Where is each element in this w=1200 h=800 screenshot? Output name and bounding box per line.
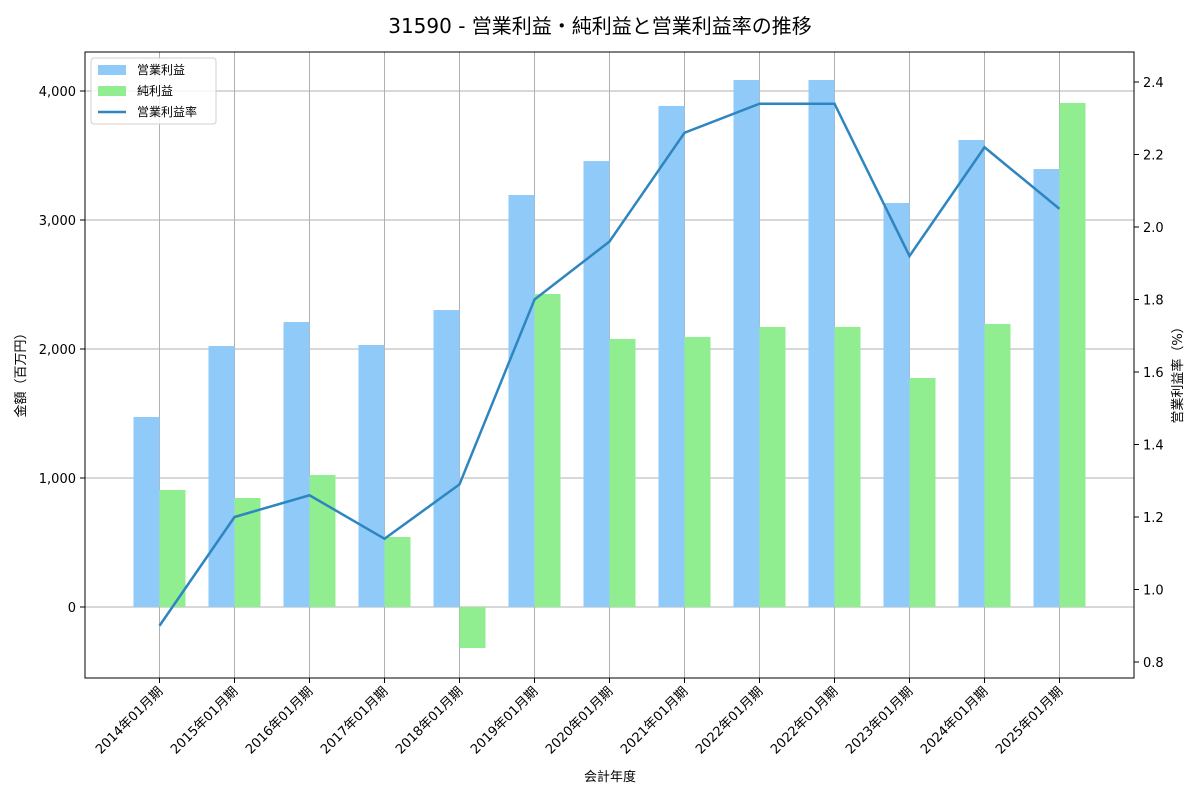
bar-operating-profit bbox=[133, 416, 160, 607]
bar-operating-profit bbox=[883, 202, 910, 608]
bar-net-profit bbox=[759, 326, 786, 607]
bar-operating-profit bbox=[658, 105, 685, 608]
x-tick-label: 2016年01月期 bbox=[243, 684, 316, 757]
x-tick-label: 2020年01月期 bbox=[543, 684, 616, 757]
bar-net-profit bbox=[459, 607, 486, 649]
bar-operating-profit bbox=[283, 322, 310, 607]
y-tick-label-left: 0 bbox=[68, 601, 76, 616]
x-axis-label: 会計年度 bbox=[584, 769, 636, 785]
y-tick-label-left: 4,000 bbox=[39, 85, 76, 100]
y-tick-label-left: 2,000 bbox=[39, 343, 76, 358]
bar-net-profit bbox=[309, 475, 336, 607]
x-tick-label: 2015年01月期 bbox=[168, 684, 241, 757]
bar-operating-profit bbox=[733, 80, 760, 607]
bar-operating-profit bbox=[208, 346, 235, 607]
bar-net-profit bbox=[384, 536, 411, 607]
y-tick-label-right: 1.4 bbox=[1143, 439, 1164, 454]
y-tick-label-right: 2.4 bbox=[1143, 76, 1164, 91]
legend-item-net-profit-swatch bbox=[98, 86, 126, 96]
x-tick-label: 2017年01月期 bbox=[318, 684, 391, 757]
y-tick-label-left: 1,000 bbox=[39, 472, 76, 487]
bar-net-profit bbox=[984, 323, 1011, 607]
x-tick-label: 2019年01月期 bbox=[468, 684, 541, 757]
legend-item-operating-margin-label: 営業利益率 bbox=[137, 104, 197, 119]
y-tick-label-right: 1.0 bbox=[1143, 584, 1164, 599]
y-tick-label-left: 3,000 bbox=[39, 214, 76, 229]
y-tick-label-right: 1.6 bbox=[1143, 366, 1164, 381]
x-tick-label: 2024年01月期 bbox=[918, 684, 991, 757]
x-tick-label: 2014年01月期 bbox=[93, 684, 166, 757]
y-tick-label-right: 1.2 bbox=[1143, 511, 1164, 526]
x-tick-label: 2021年01月期 bbox=[618, 684, 691, 757]
bar-net-profit bbox=[159, 489, 186, 607]
legend-item-net-profit-label: 純利益 bbox=[137, 84, 173, 98]
line-operating-margin bbox=[158, 102, 1061, 627]
y-axis-label-right: 営業利益率（%） bbox=[1170, 320, 1186, 423]
x-tick-label: 2023年01月期 bbox=[843, 684, 916, 757]
bar-net-profit bbox=[1059, 102, 1086, 607]
legend-item-operating-profit-swatch bbox=[98, 65, 126, 75]
bar-operating-profit bbox=[958, 140, 985, 607]
x-tick-label: 2018年01月期 bbox=[393, 684, 466, 757]
bar-operating-profit bbox=[508, 194, 535, 607]
x-tick-label: 2022年01月期 bbox=[768, 684, 841, 757]
y-tick-label-right: 2.2 bbox=[1143, 149, 1164, 164]
y-axis-label-left: 金額（百万円） bbox=[13, 326, 29, 417]
bar-net-profit bbox=[909, 378, 936, 607]
y-tick-label-right: 0.8 bbox=[1143, 656, 1164, 671]
bar-net-profit bbox=[609, 338, 636, 607]
bar-operating-profit bbox=[433, 310, 460, 607]
bar-operating-profit bbox=[808, 80, 835, 607]
bar-net-profit bbox=[684, 337, 711, 607]
chart-title: 31590 - 営業利益・純利益と営業利益率の推移 bbox=[388, 14, 812, 38]
y-tick-label-right: 1.8 bbox=[1143, 294, 1164, 309]
bar-operating-profit bbox=[583, 161, 610, 607]
bar-net-profit bbox=[534, 294, 561, 607]
bar-operating-profit bbox=[1033, 169, 1060, 608]
bar-operating-profit bbox=[358, 345, 385, 607]
y-tick-label-right: 2.0 bbox=[1143, 221, 1164, 236]
plot-area: 0 1,000 2,000 3,000 4,000 0.8 1.0 1.2 1.4 1.6 1.8 2… bbox=[39, 51, 1164, 758]
bar-net-profit bbox=[834, 326, 861, 607]
x-tick-label: 2022年01月期 bbox=[693, 684, 766, 757]
x-tick-label: 2025年01月期 bbox=[993, 684, 1066, 757]
legend-item-operating-profit-label: 営業利益 bbox=[137, 63, 185, 77]
